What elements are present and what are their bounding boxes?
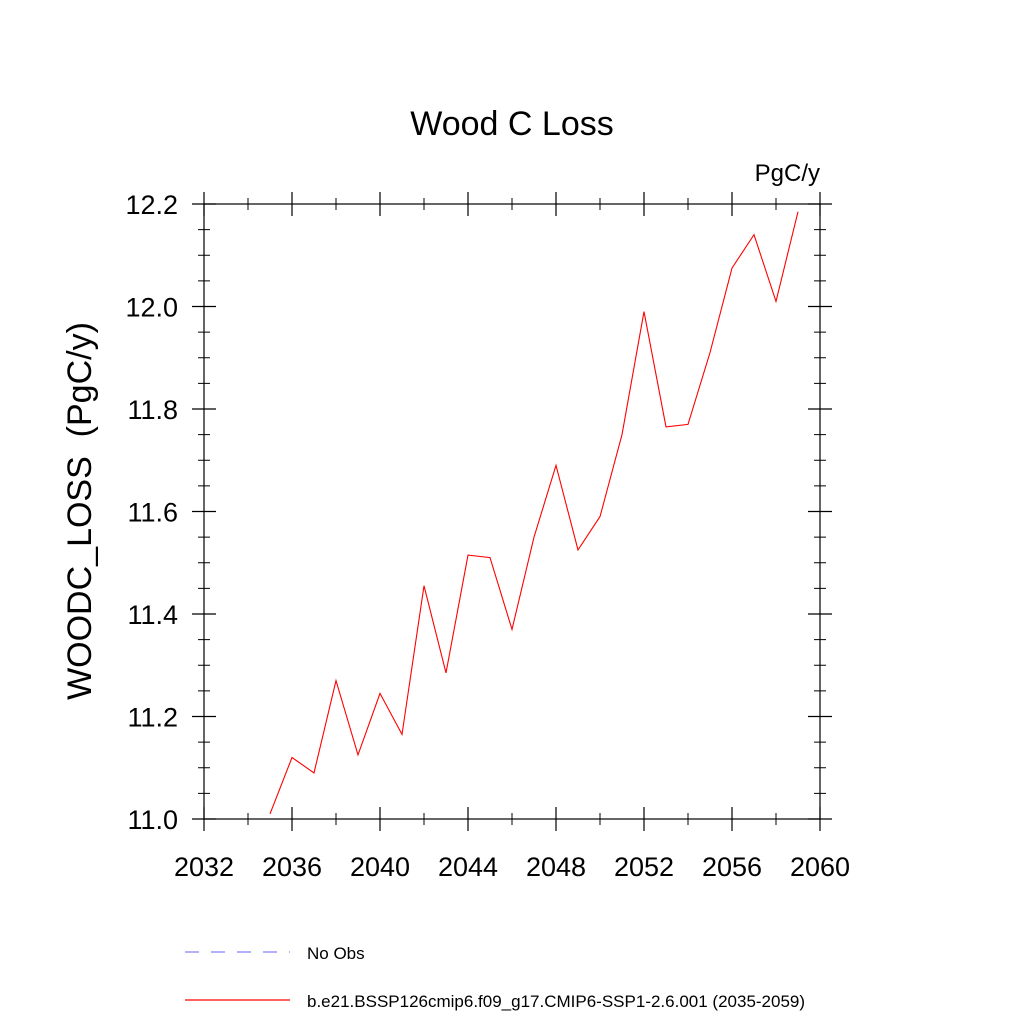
series-layer <box>269 211 799 815</box>
legend: No Obs b.e21.BSSP126cmip6.f09_g17.CMIP6-… <box>185 944 805 1011</box>
y-axis-label: WOODC_LOSS (PgC/y) <box>61 322 99 700</box>
x-tick-label: 2036 <box>262 852 322 882</box>
axis-ticks <box>192 192 832 831</box>
x-tick-label: 2032 <box>174 852 234 882</box>
y-tick-label: 11.0 <box>127 805 178 835</box>
y-tick-label: 11.6 <box>127 498 178 528</box>
x-tick-label: 2040 <box>350 852 410 882</box>
y-tick-label: 11.4 <box>127 600 178 630</box>
chart-title: Wood C Loss <box>410 105 613 143</box>
y-tick-label: 11.2 <box>127 703 178 733</box>
units-label: PgC/y <box>755 160 820 187</box>
series-line <box>269 211 799 815</box>
x-tick-label: 2048 <box>526 852 586 882</box>
plot-frame <box>203 203 821 820</box>
x-tick-label: 2060 <box>790 852 850 882</box>
legend-label-model: b.e21.BSSP126cmip6.f09_g17.CMIP6-SSP1-2.… <box>307 992 805 1011</box>
x-tick-label: 2044 <box>438 852 498 882</box>
x-tick-label: 2056 <box>702 852 762 882</box>
legend-label-no-obs: No Obs <box>307 944 365 963</box>
y-tick-label: 11.8 <box>127 395 178 425</box>
y-tick-label: 12.0 <box>125 293 178 323</box>
axis-tick-labels: 2032 2036 2040 2044 2048 2052 2056 2060 11.0 11.2… <box>125 190 850 882</box>
x-tick-label: 2052 <box>614 852 674 882</box>
y-tick-label: 12.2 <box>125 190 178 220</box>
